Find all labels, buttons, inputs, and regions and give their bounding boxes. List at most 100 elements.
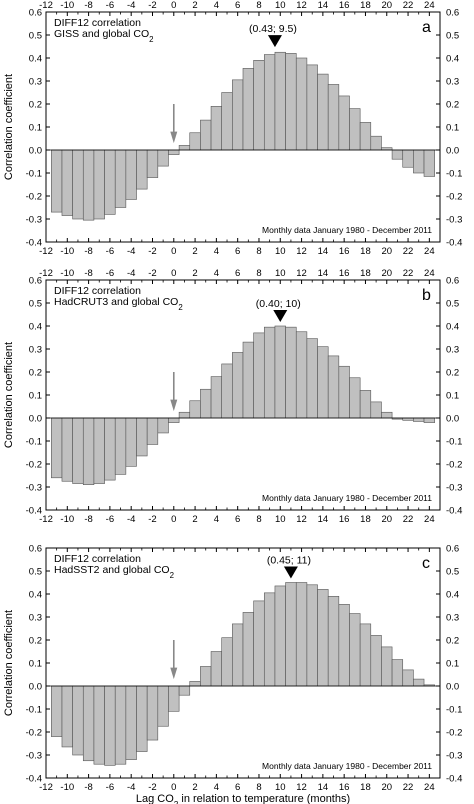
x-tick-label-top: -10 [60, 0, 74, 11]
x-tick-label: 20 [381, 514, 392, 525]
y-tick-label-right: -0.1 [446, 437, 462, 448]
y-tick-label: 0.1 [29, 391, 42, 402]
x-tick-label: 12 [296, 246, 307, 257]
x-tick-label-top: -2 [148, 0, 156, 11]
bar [402, 149, 414, 168]
bar [306, 338, 318, 419]
bar [93, 149, 105, 220]
y-tick-label-right: 0.6 [446, 276, 459, 287]
chart-title: DIFF12 correlation [54, 17, 141, 29]
panel-letter: a [422, 19, 431, 36]
bar [232, 79, 244, 151]
bar [104, 417, 116, 481]
bar [381, 411, 393, 419]
y-tick-label-right: 0.1 [446, 123, 459, 134]
bar [253, 600, 265, 687]
y-tick-label: 0.5 [29, 299, 42, 310]
bar [82, 417, 95, 485]
bar [391, 659, 404, 687]
bar [157, 417, 169, 434]
x-tick-label-top: 18 [360, 0, 371, 11]
bar [263, 326, 276, 419]
x-tick-label: 18 [360, 514, 371, 525]
x-tick-label-top: 22 [403, 268, 414, 279]
x-tick-label: -10 [60, 782, 74, 793]
x-tick-label: 10 [275, 246, 286, 257]
bar [391, 149, 404, 160]
y-tick-label-right: 0.0 [446, 414, 459, 425]
y-tick-label: 0.4 [29, 54, 42, 65]
x-tick-label-top: 24 [424, 268, 435, 279]
x-tick-label-top: 12 [296, 0, 307, 11]
y-tick-label: 0.0 [29, 146, 42, 157]
bar [242, 68, 254, 151]
x-tick-label: -6 [106, 246, 114, 257]
x-tick-label-top: -12 [39, 0, 53, 11]
y-tick-label: -0.3 [26, 483, 42, 494]
y-tick-label: -0.3 [26, 215, 42, 226]
bar [61, 685, 73, 748]
bar [114, 417, 127, 475]
bar [263, 592, 276, 687]
x-tick-label-top: 4 [214, 268, 219, 279]
x-tick-label: 0 [171, 782, 176, 793]
x-tick-label-top: 16 [339, 0, 350, 11]
x-tick-label: 12 [296, 782, 307, 793]
x-tick-label: 12 [296, 514, 307, 525]
y-tick-label: 0.5 [29, 567, 42, 578]
x-tick-label-top: 6 [235, 0, 240, 11]
bar [232, 352, 244, 419]
bar [306, 64, 318, 151]
x-tick-label-top: 6 [235, 268, 240, 279]
chart-title: HadSST2 and global CO2 [54, 564, 174, 580]
x-tick-label-top: 22 [403, 0, 414, 11]
y-tick-label-right: 0.5 [446, 567, 459, 578]
data-note: Monthly data January 1980 - December 201… [262, 761, 432, 771]
bar [210, 106, 223, 151]
x-tick-label-top: 12 [296, 268, 307, 279]
lag-zero-arrow-head [170, 399, 178, 412]
bar [221, 363, 233, 419]
bar [370, 635, 382, 687]
x-tick-label-top: 20 [381, 268, 392, 279]
x-tick-label: 2 [192, 246, 197, 257]
panel-c: -0.4 -0.4 -0.3 -0.3 -0.2 -0.2 -0.1 -0.1 0.0 0.0 0.… [3, 544, 462, 804]
peak-label: (0.40; 10) [256, 298, 301, 310]
x-tick-label: 22 [403, 246, 414, 257]
y-tick-label-right: 0.3 [446, 345, 459, 356]
x-axis-label: Lag CO2 in relation to temperature (mont… [136, 793, 350, 804]
x-tick-label: 6 [235, 782, 240, 793]
bar [423, 149, 435, 177]
bar [210, 651, 223, 687]
x-tick-label: 20 [381, 782, 392, 793]
x-tick-label: -4 [127, 514, 135, 525]
y-tick-label: 0.0 [29, 414, 42, 425]
bar [274, 51, 286, 151]
y-tick-label: 0.6 [29, 276, 42, 287]
x-tick-label: -6 [106, 782, 114, 793]
x-tick-label-top: 24 [424, 0, 435, 11]
bar [82, 685, 95, 762]
bar [61, 417, 73, 482]
bar [114, 149, 127, 208]
bar [359, 122, 372, 151]
y-tick-label: 0.6 [29, 8, 42, 19]
x-tick-label: -12 [39, 782, 53, 793]
bar [210, 376, 223, 419]
x-tick-label-top: 10 [275, 0, 286, 11]
bar [274, 325, 286, 419]
y-axis-label: Correlation coefficient [3, 610, 15, 716]
y-tick-label-right: -0.4 [446, 238, 462, 249]
bar [114, 685, 127, 765]
bar [253, 59, 265, 151]
bar [242, 612, 254, 687]
bar [423, 417, 435, 423]
bar [359, 623, 372, 687]
bar [349, 377, 361, 419]
y-tick-label-right: -0.2 [446, 192, 462, 203]
bar [317, 589, 329, 687]
x-tick-label: 4 [214, 246, 219, 257]
y-tick-label: -0.2 [26, 728, 42, 739]
y-tick-label: -0.4 [26, 506, 42, 517]
